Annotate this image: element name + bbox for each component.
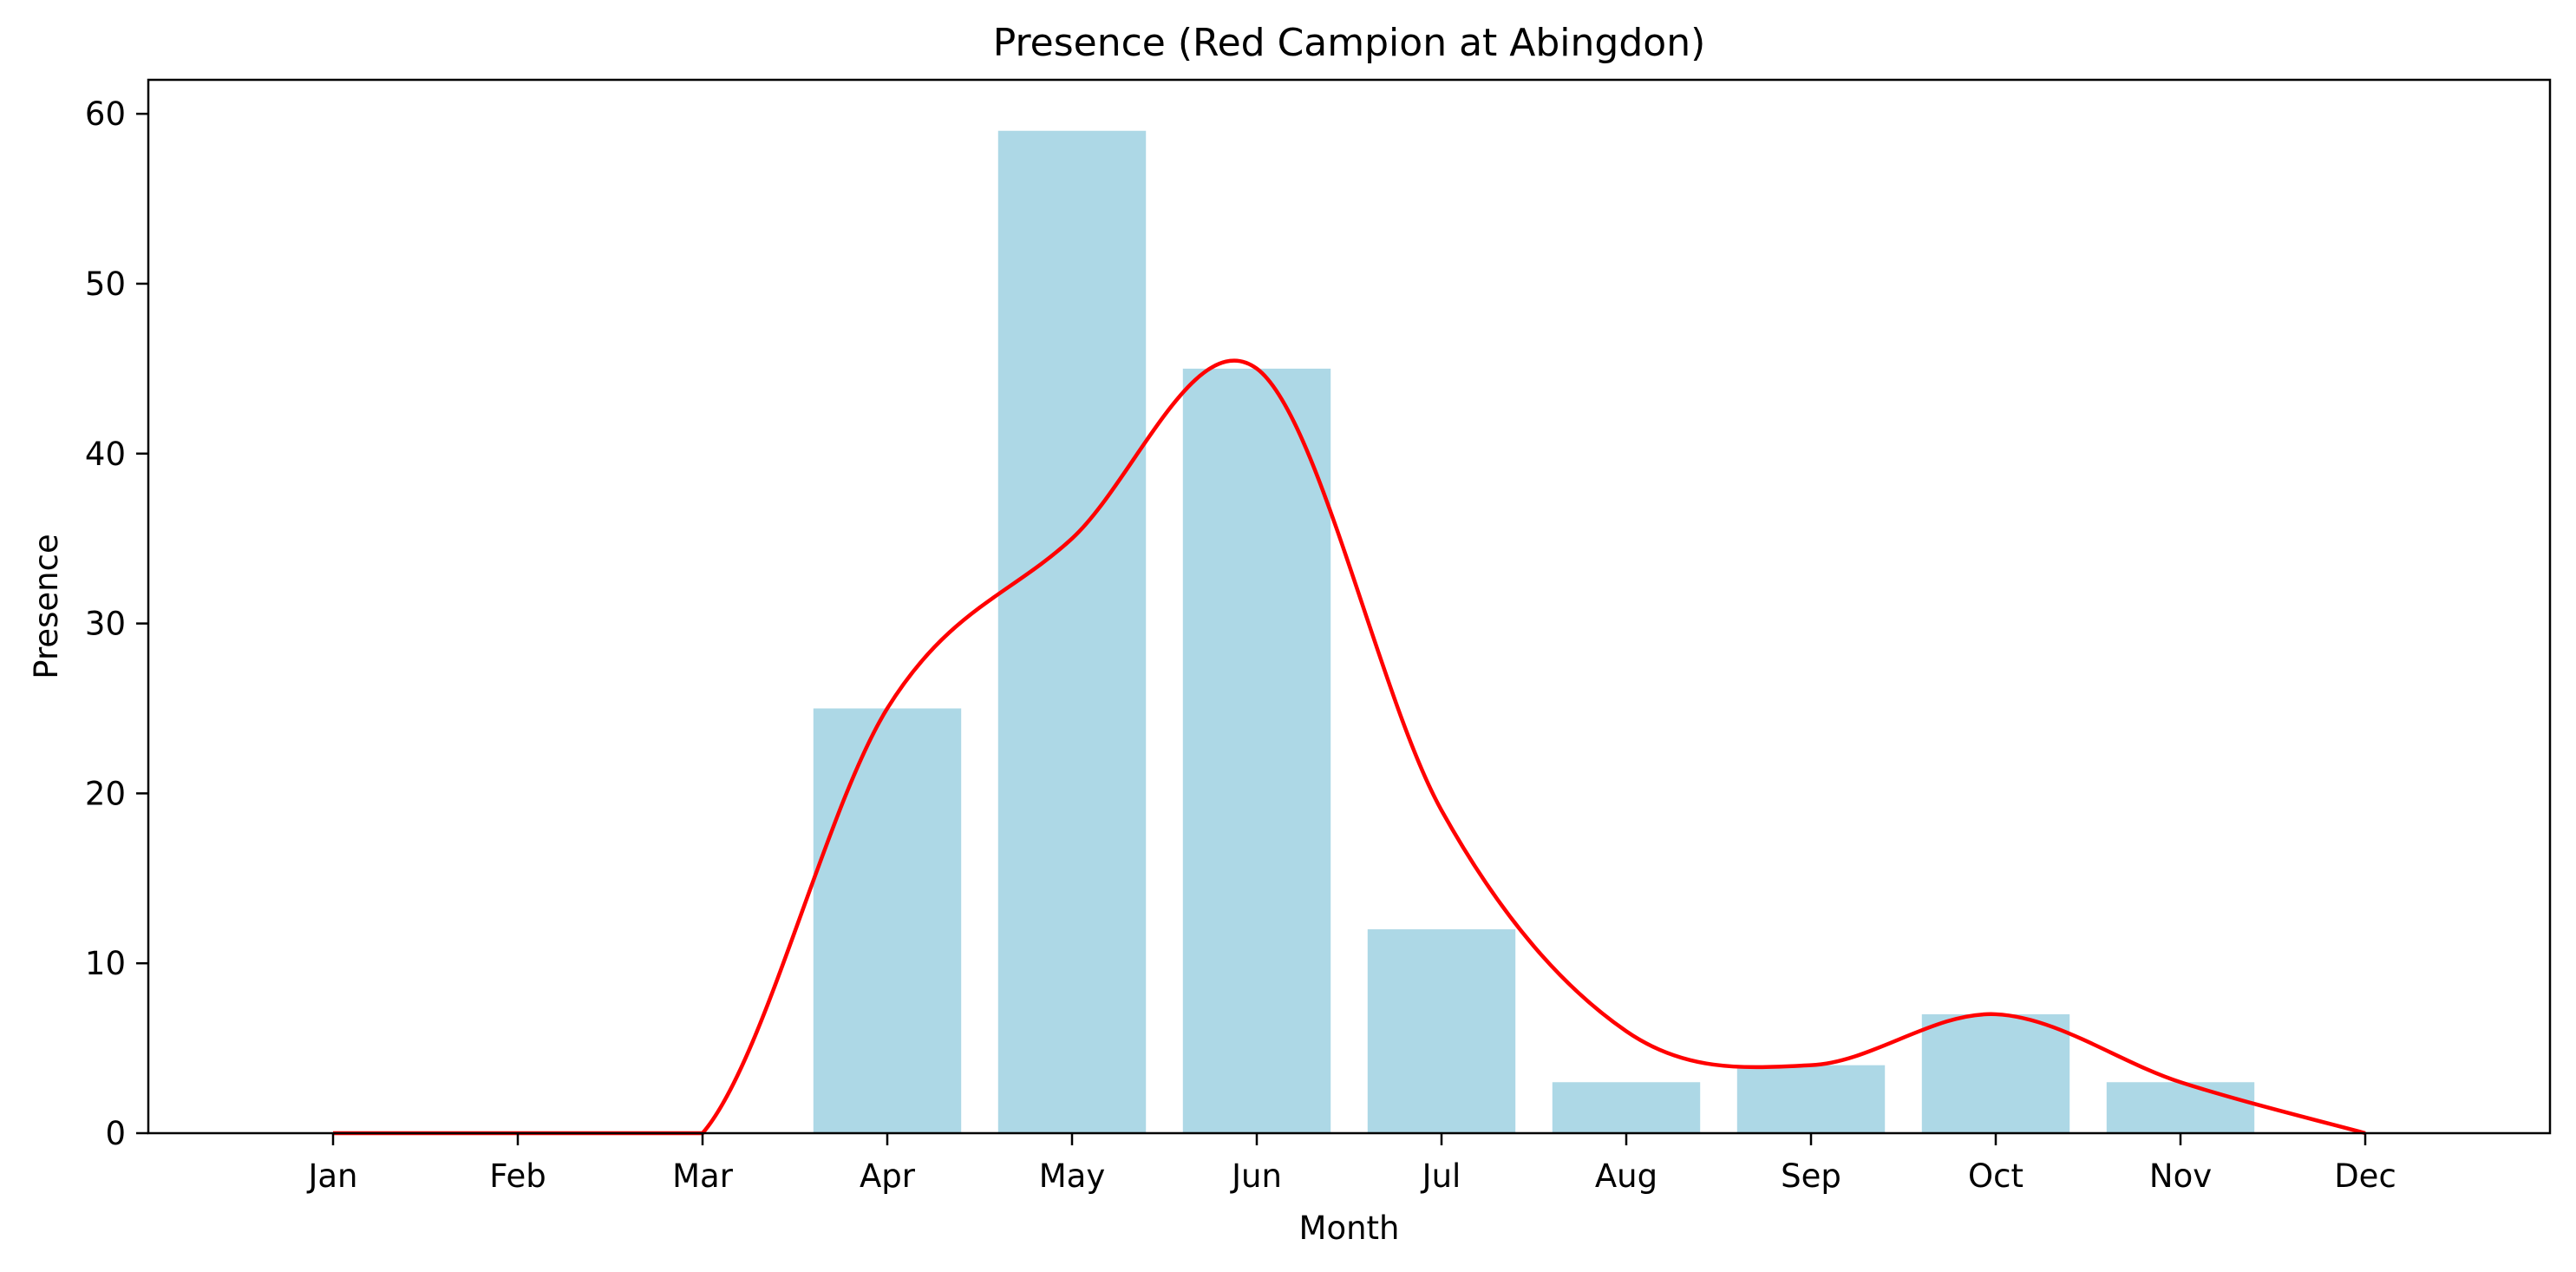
bar-aug bbox=[1552, 1082, 1701, 1133]
x-tick-label-nov: Nov bbox=[2149, 1157, 2212, 1195]
x-tick-label-dec: Dec bbox=[2334, 1157, 2396, 1195]
bar-may bbox=[997, 130, 1147, 1133]
x-tick-label-jan: Jan bbox=[306, 1157, 357, 1195]
y-tick-label: 30 bbox=[85, 606, 126, 643]
x-axis-ticks: Jan Feb Mar Apr May Jun Jul Aug Sep Oct Nov Dec bbox=[306, 1133, 2396, 1195]
y-tick-label: 40 bbox=[85, 436, 126, 473]
bar-nov bbox=[2106, 1082, 2255, 1133]
bar-series bbox=[813, 130, 2255, 1133]
y-axis-ticks: 0 10 20 30 40 50 60 bbox=[85, 95, 148, 1152]
y-tick-label: 10 bbox=[85, 945, 126, 982]
axes bbox=[147, 78, 2552, 1135]
bar-jul bbox=[1367, 929, 1516, 1133]
y-tick-label: 20 bbox=[85, 775, 126, 812]
trend-line bbox=[333, 358, 2366, 1136]
y-tick-label: 0 bbox=[105, 1115, 126, 1152]
x-tick-label-apr: Apr bbox=[860, 1157, 916, 1195]
bar-sep bbox=[1736, 1065, 1886, 1133]
x-axis-label: Month bbox=[1299, 1210, 1400, 1247]
x-tick-label-feb: Feb bbox=[489, 1157, 546, 1195]
x-tick-label-mar: Mar bbox=[672, 1157, 734, 1195]
y-tick-label: 50 bbox=[85, 266, 126, 303]
y-axis-label: Presence bbox=[28, 534, 65, 679]
x-tick-label-aug: Aug bbox=[1595, 1157, 1657, 1195]
bar-jun bbox=[1182, 368, 1331, 1133]
bar-oct bbox=[1921, 1013, 2070, 1133]
x-tick-label-oct: Oct bbox=[1968, 1157, 2024, 1195]
y-tick-label: 60 bbox=[85, 95, 126, 133]
x-tick-label-sep: Sep bbox=[1781, 1157, 1841, 1195]
x-tick-label-jun: Jun bbox=[1230, 1157, 1282, 1195]
x-tick-label-jul: Jul bbox=[1421, 1157, 1461, 1195]
bar-apr bbox=[813, 708, 962, 1133]
axes-frame bbox=[147, 78, 2552, 1135]
chart-title: Presence (Red Campion at Abingdon) bbox=[993, 21, 1706, 65]
x-tick-label-may: May bbox=[1039, 1157, 1106, 1195]
